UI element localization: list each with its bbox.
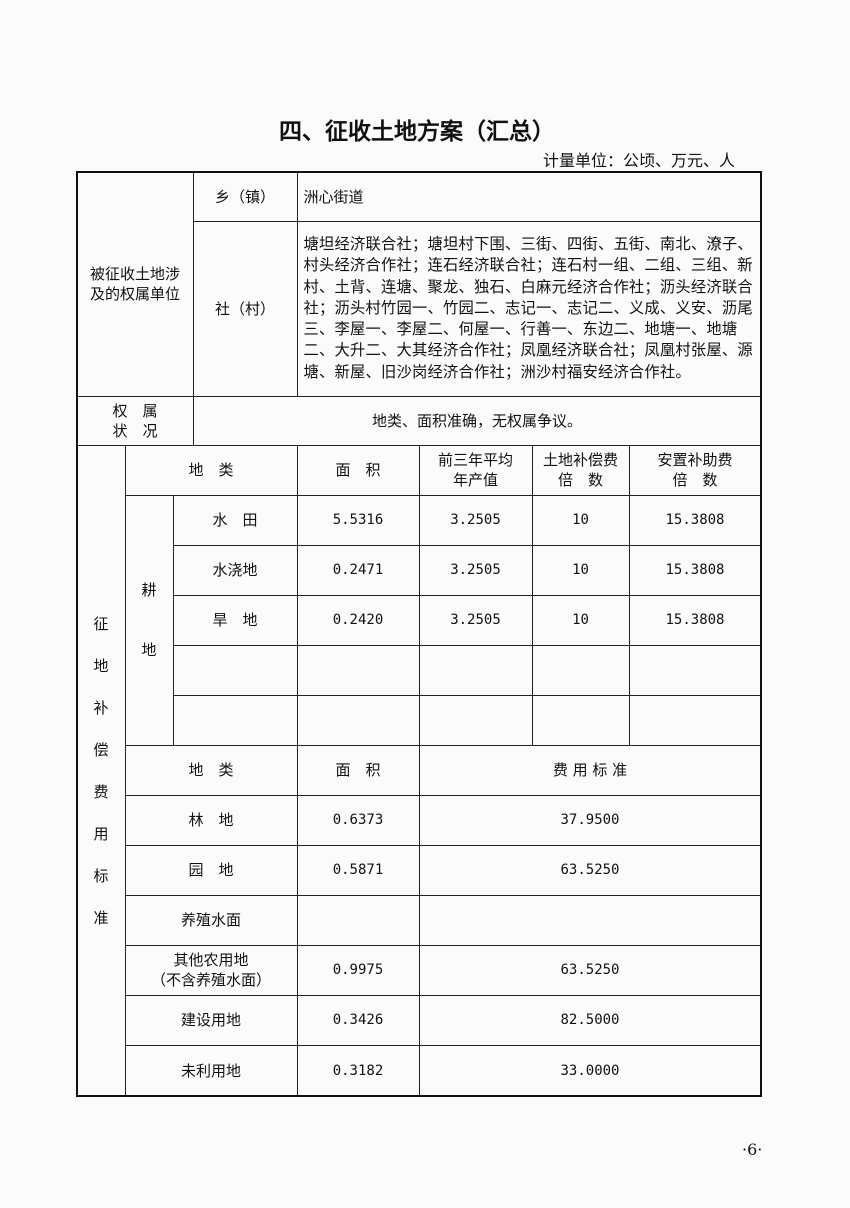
arable-type: 旱 地 (172, 594, 298, 646)
other-type: 未利用地 (124, 1044, 298, 1097)
header2-standard: 费 用 标 准 (418, 744, 762, 796)
arable-resettle-multiple: 15.3808 (628, 594, 762, 646)
other-standard: 63.5250 (418, 844, 762, 896)
comp-side-label: 征地补偿费用标准 (76, 444, 126, 1097)
other-type: 园 地 (124, 844, 298, 896)
arable-land-multiple: 10 (531, 544, 630, 596)
empty-cell (418, 644, 533, 696)
other-type: 建设用地 (124, 994, 298, 1046)
header-type: 地 类 (124, 444, 298, 496)
other-area: 0.3426 (296, 994, 420, 1046)
town-value: 洲心街道 (296, 171, 762, 222)
status-value: 地类、面积准确，无权属争议。 (192, 395, 762, 446)
other-area: 0.9975 (296, 944, 420, 996)
unit-note: 计量单位：公顷、万元、人 (543, 151, 736, 170)
village-label: 社（村） (192, 220, 298, 397)
empty-cell (628, 644, 762, 696)
arable-type: 水浇地 (172, 544, 298, 596)
arable-output: 3.2505 (418, 494, 533, 546)
arable-output: 3.2505 (418, 544, 533, 596)
empty-cell (531, 694, 630, 746)
other-area (296, 894, 420, 946)
village-list: 塘坦经济联合社；塘坦村下围、三街、四街、五街、南北、潦子、村头经济合作社；连石经… (296, 220, 762, 397)
page-number: ·6· (742, 1140, 763, 1159)
header-area: 面 积 (296, 444, 420, 496)
other-type: 其他农用地 （不含养殖水面） (124, 944, 298, 996)
arable-land-multiple: 10 (531, 594, 630, 646)
header2-type: 地 类 (124, 744, 298, 796)
arable-type: 水 田 (172, 494, 298, 546)
arable-label: 耕地 (124, 494, 174, 746)
status-label: 权 属状 况 (76, 395, 194, 446)
other-type: 养殖水面 (124, 894, 298, 946)
empty-cell (172, 644, 298, 696)
owner-label: 被征收土地涉及的权属单位 (76, 171, 194, 397)
arable-area: 0.2420 (296, 594, 420, 646)
other-area: 0.3182 (296, 1044, 420, 1097)
empty-cell (531, 644, 630, 696)
other-area: 0.6373 (296, 794, 420, 846)
other-standard: 37.9500 (418, 794, 762, 846)
header-resettle-multiple: 安置补助费倍 数 (628, 444, 762, 496)
header-output: 前三年平均 年产值 (418, 444, 533, 496)
page-title: 四、征收土地方案（汇总） (279, 118, 555, 145)
other-area: 0.5871 (296, 844, 420, 896)
arable-area: 0.2471 (296, 544, 420, 596)
empty-cell (296, 694, 420, 746)
header-land-multiple: 土地补偿费倍 数 (531, 444, 630, 496)
other-standard: 33.0000 (418, 1044, 762, 1097)
arable-area: 5.5316 (296, 494, 420, 546)
other-standard: 63.5250 (418, 944, 762, 996)
arable-resettle-multiple: 15.3808 (628, 544, 762, 596)
arable-land-multiple: 10 (531, 494, 630, 546)
header2-area: 面 积 (296, 744, 420, 796)
empty-cell (296, 644, 420, 696)
other-standard: 82.5000 (418, 994, 762, 1046)
other-type: 林 地 (124, 794, 298, 846)
empty-cell (628, 694, 762, 746)
empty-cell (418, 694, 533, 746)
empty-cell (172, 694, 298, 746)
arable-output: 3.2505 (418, 594, 533, 646)
arable-resettle-multiple: 15.3808 (628, 494, 762, 546)
other-standard (418, 894, 762, 946)
town-label: 乡（镇） (192, 171, 298, 222)
